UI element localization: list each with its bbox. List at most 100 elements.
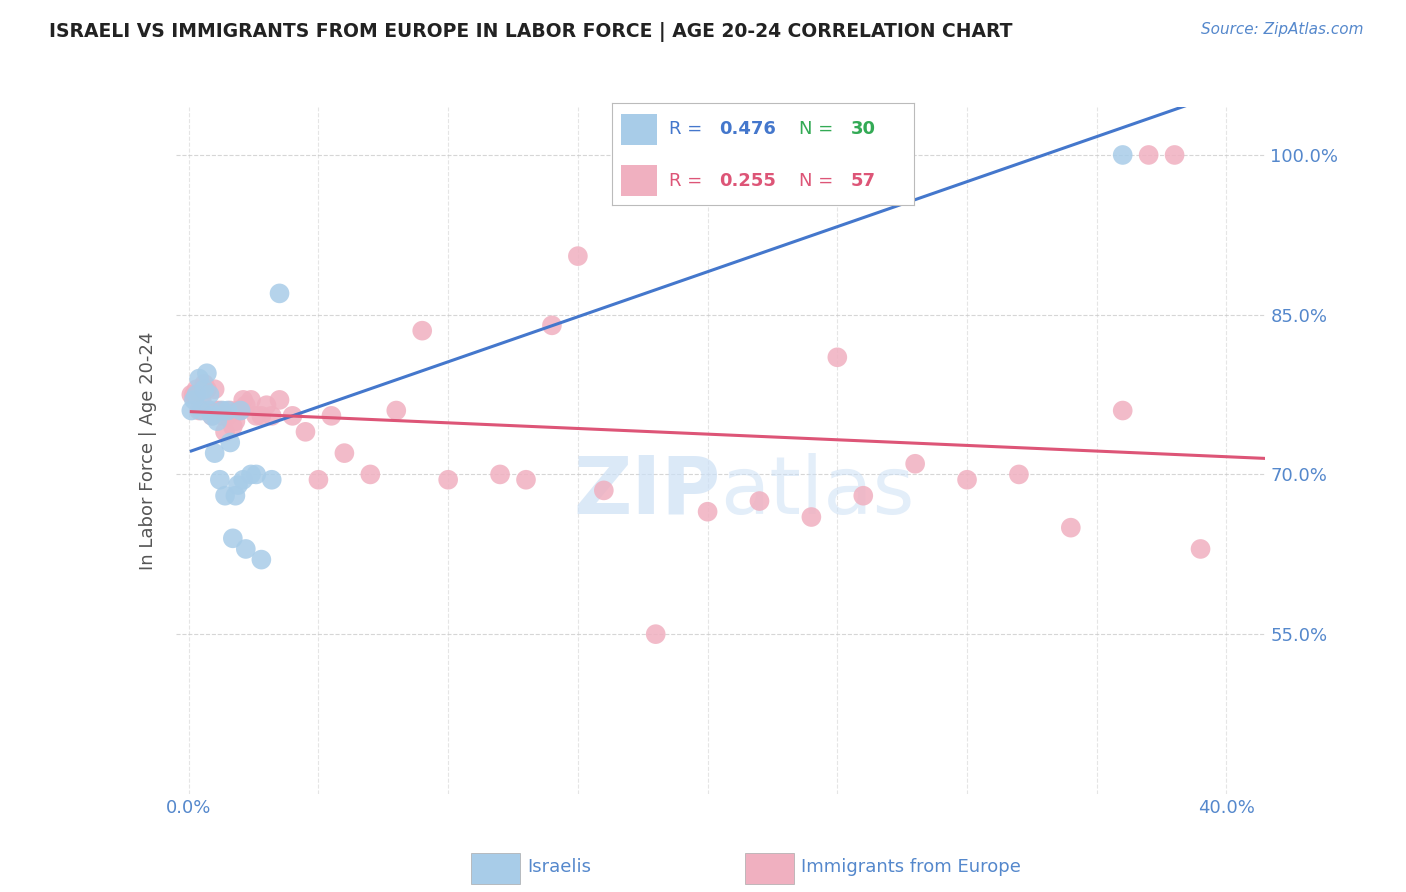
Point (240, 467, 263, 482)
Point (696, 505, 718, 519)
Point (180, 403, 202, 417)
Point (224, 414, 246, 428)
Point (229, 403, 252, 417)
Point (214, 489, 236, 503)
Point (411, 324, 433, 338)
Point (359, 467, 381, 482)
Point (281, 409, 304, 423)
Point (644, 627, 666, 641)
Point (198, 403, 221, 417)
Point (541, 318, 564, 333)
Point (208, 403, 231, 417)
Point (1112, 148, 1135, 162)
Text: Israelis: Israelis (527, 858, 592, 877)
Point (207, 414, 229, 428)
Point (204, 446, 226, 460)
Point (269, 286, 291, 301)
Point (195, 382, 218, 396)
Point (800, 510, 823, 524)
FancyBboxPatch shape (471, 853, 520, 884)
Point (188, 371, 211, 385)
Point (232, 392, 254, 407)
Text: Immigrants from Europe: Immigrants from Europe (801, 858, 1021, 877)
Point (211, 403, 233, 417)
Point (1112, 403, 1135, 417)
Point (198, 403, 221, 417)
Text: Source: ZipAtlas.com: Source: ZipAtlas.com (1201, 22, 1364, 37)
Point (956, 473, 979, 487)
Point (489, 467, 512, 482)
Point (592, 483, 614, 498)
Point (827, 351, 849, 365)
Point (222, 419, 245, 434)
Point (1008, 467, 1031, 482)
Text: atlas: atlas (721, 452, 915, 531)
Point (198, 387, 221, 401)
Point (232, 473, 254, 487)
Point (245, 409, 267, 423)
Point (748, 494, 770, 508)
Point (1163, 148, 1185, 162)
Point (226, 403, 249, 417)
Point (183, 387, 205, 401)
Point (1137, 148, 1160, 162)
Point (240, 392, 263, 407)
FancyBboxPatch shape (620, 165, 657, 196)
Point (188, 403, 211, 417)
Text: 57: 57 (851, 171, 876, 189)
Point (385, 403, 408, 417)
Point (235, 398, 257, 412)
FancyBboxPatch shape (620, 114, 657, 145)
Point (219, 435, 242, 450)
Point (1189, 541, 1212, 556)
Point (260, 473, 283, 487)
Point (217, 409, 239, 423)
Point (186, 382, 208, 396)
Point (437, 473, 460, 487)
Point (567, 249, 589, 263)
Point (201, 409, 224, 423)
Y-axis label: In Labor Force | Age 20-24: In Labor Force | Age 20-24 (139, 331, 157, 570)
Text: 0.476: 0.476 (718, 120, 776, 138)
Point (190, 403, 212, 417)
Text: 0.255: 0.255 (718, 171, 776, 189)
Point (186, 387, 208, 401)
Point (193, 376, 215, 391)
Point (904, 457, 927, 471)
Point (269, 392, 291, 407)
Point (250, 409, 273, 423)
Point (250, 552, 273, 566)
Text: N =: N = (799, 171, 839, 189)
Point (515, 473, 537, 487)
Point (333, 446, 356, 460)
Point (321, 409, 343, 423)
Point (217, 403, 239, 417)
Text: ZIP: ZIP (574, 452, 721, 531)
Point (229, 403, 252, 417)
Point (204, 382, 226, 396)
Point (245, 467, 267, 482)
Point (193, 382, 215, 396)
Point (235, 541, 257, 556)
Point (294, 425, 316, 439)
Point (219, 403, 242, 417)
Point (226, 478, 249, 492)
Point (307, 473, 329, 487)
Point (211, 409, 233, 423)
Point (222, 531, 245, 545)
Point (852, 489, 875, 503)
Text: ISRAELI VS IMMIGRANTS FROM EUROPE IN LABOR FORCE | AGE 20-24 CORRELATION CHART: ISRAELI VS IMMIGRANTS FROM EUROPE IN LAB… (49, 22, 1012, 42)
Point (827, 148, 849, 162)
Point (190, 392, 212, 407)
Point (195, 366, 218, 380)
Point (224, 489, 246, 503)
Point (260, 409, 283, 423)
Text: 30: 30 (851, 120, 876, 138)
Point (214, 425, 236, 439)
Text: R =: R = (669, 171, 709, 189)
Point (183, 392, 205, 407)
Point (207, 403, 229, 417)
Point (180, 387, 202, 401)
Point (201, 409, 224, 423)
Text: N =: N = (799, 120, 839, 138)
